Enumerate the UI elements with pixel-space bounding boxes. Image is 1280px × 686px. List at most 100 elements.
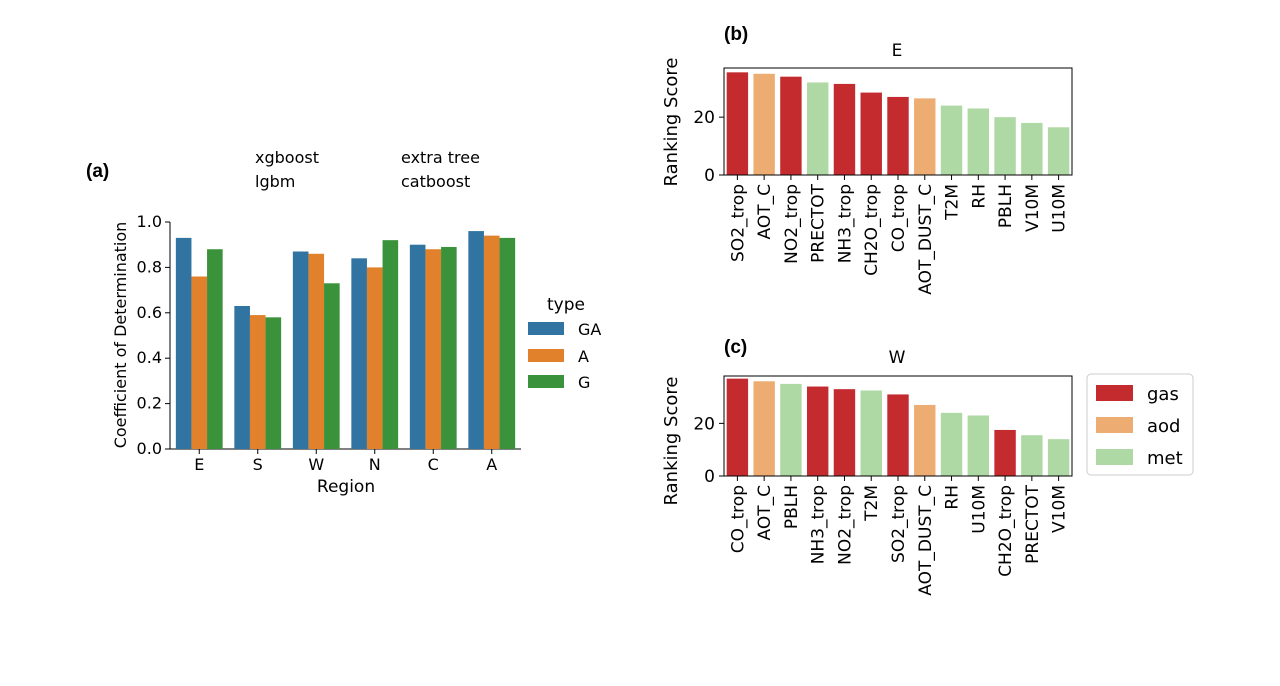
- legend-bc-label-aod: aod: [1147, 416, 1180, 437]
- bar-A-G: [499, 237, 516, 449]
- chart-b-xtick-label: RH: [969, 184, 989, 209]
- bar-chart-b-RH: [967, 108, 990, 175]
- bar-chart-b-U10M: [1047, 127, 1070, 175]
- chart-a-ytick-label: 0.0: [137, 439, 162, 458]
- chart-c-xtick-label: NO2_trop: [835, 485, 855, 565]
- bar-W-A: [308, 253, 325, 449]
- model-label-xgboost: xgboost: [255, 148, 319, 167]
- chart-a-xtick-label: N: [369, 455, 381, 474]
- bar-chart-b-NO2_trop: [780, 76, 802, 175]
- bar-C-G: [441, 246, 457, 449]
- bar-S-G: [265, 317, 282, 449]
- bar-N-G: [382, 240, 399, 449]
- bar-chart-b-NH3_trop: [833, 83, 856, 175]
- chart-c-ytick-label: 0: [704, 467, 715, 487]
- legend-bc-label-gas: gas: [1147, 384, 1179, 405]
- bar-N-A: [366, 267, 383, 449]
- chart-c-xtick-label: RH: [943, 485, 963, 510]
- panel-b-label: (b): [724, 24, 748, 45]
- bar-chart-c-AOT_C: [753, 381, 775, 476]
- legend-a-swatch-g: [528, 375, 564, 388]
- chart-c-xtick-label: SO2_trop: [889, 485, 909, 563]
- chart-a-ytick-label: 0.6: [137, 303, 162, 322]
- bar-E-A: [191, 276, 208, 449]
- chart-a-xtick-label: A: [486, 455, 497, 474]
- bar-chart-b-T2M: [940, 105, 963, 175]
- chart-a-xlabel: Region: [317, 477, 375, 497]
- chart-a-xtick-label: C: [428, 455, 439, 474]
- bar-chart-b-PRECTOT: [806, 82, 829, 175]
- chart-b-xtick-label: NH3_trop: [835, 184, 855, 263]
- chart-b-xtick-label: U10M: [1050, 184, 1070, 233]
- bar-chart-b-PBLH: [994, 117, 1016, 175]
- legend-a: type GA A G: [528, 295, 601, 392]
- chart-b-xtick-label: PRECTOT: [809, 183, 829, 262]
- chart-b-ytick-label: 0: [704, 166, 715, 186]
- chart-b-xtick-label: NO2_trop: [782, 184, 802, 264]
- chart-b-xtick-label: AOT_DUST_C: [916, 184, 936, 295]
- chart-c: CO_trop AOT_C PBLH NH3_trop NO2_trop T2M SO2_t…: [693, 375, 1073, 596]
- chart-c-xtick-label: NH3_trop: [809, 485, 829, 564]
- chart-a-ytick-label: 0.2: [137, 394, 162, 413]
- bar-chart-c-U10M: [967, 415, 990, 476]
- legend-a-swatch-ga: [528, 322, 564, 335]
- bar-chart-b-SO2_trop: [726, 72, 749, 175]
- chart-c-xtick-label: PBLH: [782, 485, 802, 529]
- bar-chart-c-NH3_trop: [806, 386, 829, 476]
- bar-C-GA: [409, 244, 426, 449]
- chart-a-ytick-label: 0.8: [137, 257, 162, 276]
- bar-chart-c-CH2O_trop: [994, 429, 1016, 476]
- bar-chart-c-AOT_DUST_C: [914, 404, 936, 476]
- legend-bc-swatch-met: [1096, 449, 1133, 465]
- chart-b-ytick-label: 20: [693, 108, 715, 128]
- chart-a-xtick-label: E: [194, 455, 204, 474]
- chart-a-ytick-label: 0.4: [137, 348, 162, 367]
- bar-N-GA: [351, 258, 367, 449]
- chart-c-title: W: [889, 348, 906, 368]
- legend-a-label-g: G: [578, 373, 590, 392]
- chart-c-xtick-label: V10M: [1050, 485, 1070, 533]
- chart-c-xtick-label: U10M: [969, 485, 989, 534]
- chart-a-xtick-label: S: [253, 455, 263, 474]
- bar-chart-b-CH2O_trop: [860, 92, 882, 175]
- chart-c-xtick-label: AOT_DUST_C: [916, 485, 936, 596]
- chart-c-xtick-label: T2M: [862, 485, 882, 522]
- chart-a-ytick-label: 1.0: [137, 212, 162, 231]
- chart-c-xtick-label: CO_trop: [728, 485, 748, 553]
- model-labels: xgboost lgbm extra tree catboost: [255, 148, 480, 191]
- chart-c-xtick-label: CH2O_trop: [996, 485, 1016, 577]
- chart-a: 0.0 0.2 0.4 0.6 0.8 1.0 E S W N C A: [137, 212, 521, 474]
- bar-chart-c-PBLH: [780, 383, 802, 476]
- legend-a-title: type: [547, 295, 585, 315]
- legend-a-label-ga: GA: [578, 320, 601, 339]
- legend-bc-label-met: met: [1147, 448, 1183, 469]
- chart-c-frame: [723, 375, 1073, 477]
- panel-a-label: (a): [86, 161, 109, 182]
- chart-b-ylabel: Ranking Score: [661, 58, 682, 187]
- chart-c-ytick-label: 20: [693, 414, 715, 434]
- bar-chart-b-CO_trop: [887, 96, 909, 175]
- chart-b: SO2_trop AOT_C NO2_trop PRECTOT NH3_trop CH2O…: [693, 67, 1073, 295]
- legend-a-swatch-a: [528, 349, 564, 362]
- chart-c-ylabel: Ranking Score: [661, 377, 682, 506]
- bar-W-G: [324, 283, 340, 449]
- model-label-extra-tree: extra tree: [401, 148, 480, 167]
- bar-A-A: [483, 235, 500, 449]
- bar-chart-c-V10M: [1047, 439, 1070, 476]
- model-label-catboost: catboost: [401, 172, 470, 191]
- legend-bc-swatch-gas: [1096, 385, 1133, 401]
- legend-bc: gas aod met: [1086, 373, 1194, 476]
- bar-chart-c-NO2_trop: [833, 389, 856, 476]
- chart-b-xtick-label: SO2_trop: [728, 184, 748, 262]
- bar-E-G: [207, 249, 223, 449]
- legend-bc-swatch-aod: [1096, 417, 1133, 433]
- chart-c-xtick-label: AOT_C: [755, 485, 775, 540]
- bar-chart-b-AOT_DUST_C: [914, 98, 936, 175]
- bar-A-GA: [468, 231, 484, 449]
- bar-chart-c-PRECTOT: [1021, 435, 1043, 476]
- bar-S-A: [249, 315, 266, 449]
- bar-chart-c-CO_trop: [726, 378, 749, 476]
- legend-a-label-a: A: [578, 347, 589, 366]
- chart-b-xtick-label: T2M: [943, 184, 963, 221]
- bar-E-GA: [175, 237, 192, 449]
